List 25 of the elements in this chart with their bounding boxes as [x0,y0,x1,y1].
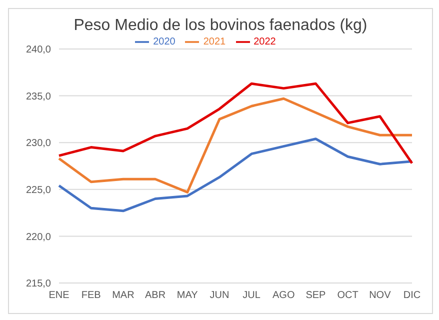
line-series [58,97,414,194]
x-tick-label: ABR [144,290,166,302]
x-tick-label: FEB [81,290,102,302]
legend-label: 2020 [153,36,176,48]
y-tick-label: 215,0 [26,278,52,290]
x-tick-label: NOV [369,290,392,302]
legend-label: 2021 [203,36,226,48]
x-tick-label: MAR [112,290,134,302]
y-tick-label: 230,0 [26,138,52,150]
x-tick-label: ENE [48,290,70,302]
x-tick-label: DIC [403,290,421,302]
legend-label: 2022 [254,36,276,48]
x-tick-label: MAY [176,290,198,302]
line-series [58,138,414,212]
x-tick-label: SEP [306,290,326,302]
chart-title: Peso Medio de los bovinos faenados (kg) [72,17,368,35]
y-tick-label: 225,0 [26,184,52,196]
x-tick-label: OCT [337,290,358,302]
y-tick-label: 235,0 [26,91,52,102]
x-tick-label: JUL [242,290,261,302]
y-tick-label: 240,0 [26,44,52,56]
line-series [58,82,414,164]
x-tick-label: JUN [210,290,230,302]
x-tick-label: AGO [272,290,295,302]
y-tick-label: 220,0 [26,232,52,243]
